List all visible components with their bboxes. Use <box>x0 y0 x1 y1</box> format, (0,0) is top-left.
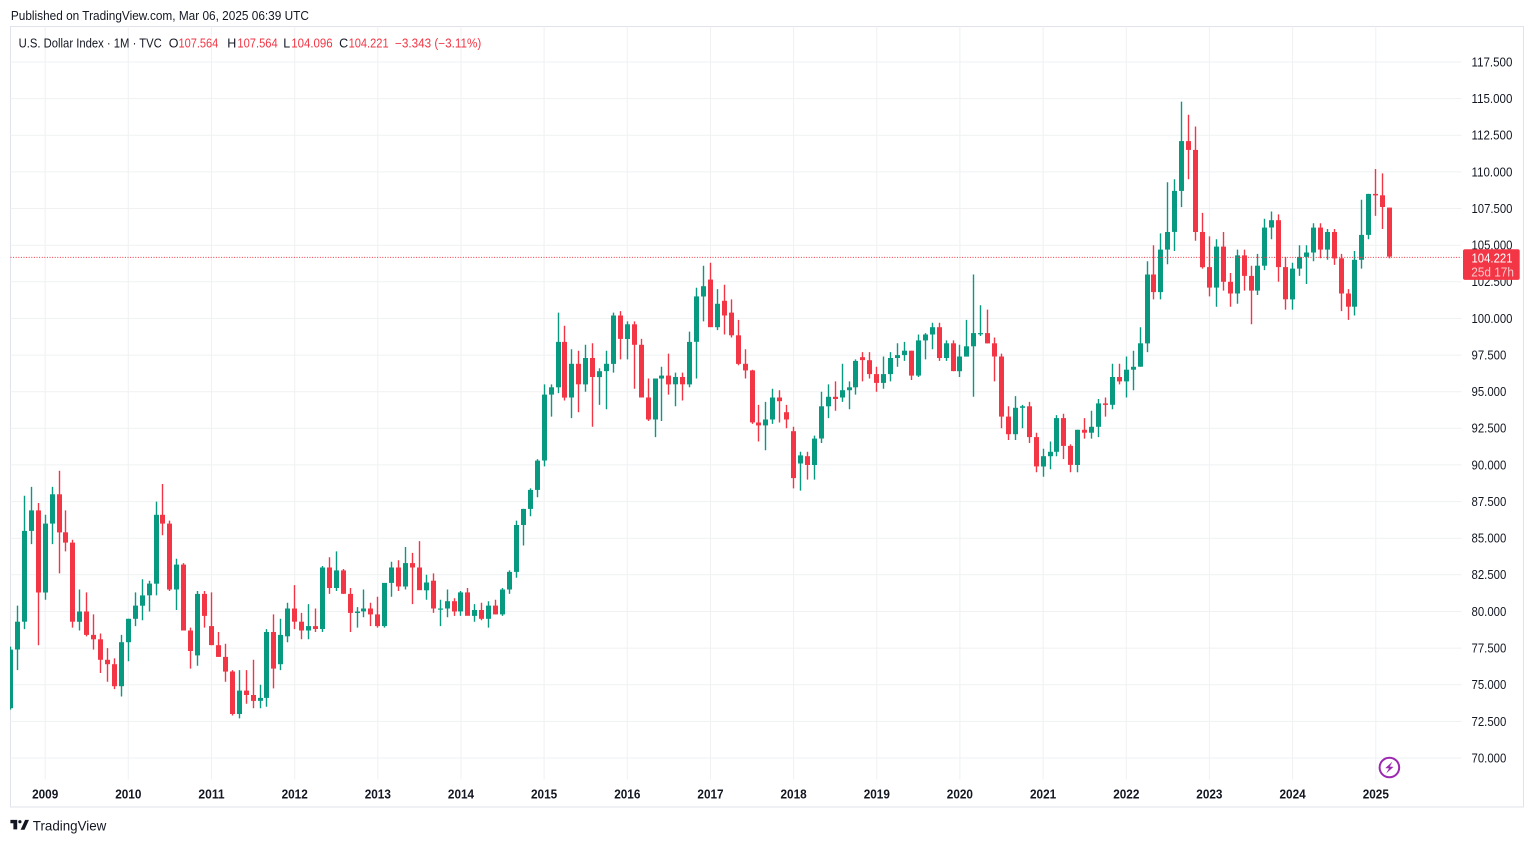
svg-text:117.500: 117.500 <box>1472 55 1513 69</box>
svg-text:2024: 2024 <box>1280 788 1306 802</box>
svg-text:2022: 2022 <box>1113 788 1139 802</box>
svg-text:2014: 2014 <box>448 788 474 802</box>
svg-text:70.000: 70.000 <box>1472 751 1507 765</box>
svg-text:90.000: 90.000 <box>1472 458 1507 472</box>
svg-text:Published on TradingView.com,: Published on TradingView.com, Mar 06, 20… <box>11 8 309 23</box>
svg-text:C: C <box>339 37 348 51</box>
svg-text:2020: 2020 <box>947 788 973 802</box>
svg-text:107.564: 107.564 <box>237 37 277 51</box>
svg-text:2009: 2009 <box>32 788 58 802</box>
svg-text:2017: 2017 <box>697 788 723 802</box>
svg-text:2016: 2016 <box>614 788 640 802</box>
svg-text:104.096: 104.096 <box>291 37 333 51</box>
svg-text:2015: 2015 <box>531 788 557 802</box>
svg-text:2011: 2011 <box>198 788 224 802</box>
svg-text:97.500: 97.500 <box>1472 349 1507 363</box>
svg-text:107.500: 107.500 <box>1472 202 1513 216</box>
svg-text:92.500: 92.500 <box>1472 422 1507 436</box>
svg-text:82.500: 82.500 <box>1472 568 1507 582</box>
svg-text:2012: 2012 <box>282 788 308 802</box>
svg-text:104.221: 104.221 <box>1472 252 1513 266</box>
svg-text:95.000: 95.000 <box>1472 385 1507 399</box>
svg-text:107.564: 107.564 <box>179 37 219 51</box>
svg-text:104.221: 104.221 <box>349 37 389 51</box>
svg-text:115.000: 115.000 <box>1472 92 1513 106</box>
svg-text:2010: 2010 <box>115 788 141 802</box>
svg-text:2025: 2025 <box>1363 788 1389 802</box>
svg-text:2019: 2019 <box>864 788 890 802</box>
svg-text:2013: 2013 <box>365 788 391 802</box>
svg-text:H: H <box>227 37 236 51</box>
svg-text:77.500: 77.500 <box>1472 642 1507 656</box>
svg-text:87.500: 87.500 <box>1472 495 1507 509</box>
svg-text:U.S. Dollar Index · 1M · TVC: U.S. Dollar Index · 1M · TVC <box>19 37 162 51</box>
svg-text:112.500: 112.500 <box>1472 129 1513 143</box>
svg-text:110.000: 110.000 <box>1472 165 1513 179</box>
svg-text:−3.343 (−3.11%): −3.343 (−3.11%) <box>395 37 481 51</box>
svg-text:75.000: 75.000 <box>1472 678 1507 692</box>
svg-text:2023: 2023 <box>1196 788 1222 802</box>
svg-text:25d 17h: 25d 17h <box>1471 265 1514 279</box>
svg-text:105.000: 105.000 <box>1472 239 1513 253</box>
svg-text:100.000: 100.000 <box>1472 312 1513 326</box>
svg-text:2021: 2021 <box>1030 788 1056 802</box>
svg-text:85.000: 85.000 <box>1472 532 1507 546</box>
svg-text:TradingView: TradingView <box>33 818 107 833</box>
svg-text:2018: 2018 <box>781 788 807 802</box>
svg-text:L: L <box>283 37 290 51</box>
svg-text:80.000: 80.000 <box>1472 605 1507 619</box>
svg-text:72.500: 72.500 <box>1472 715 1507 729</box>
svg-text:O: O <box>169 37 179 51</box>
